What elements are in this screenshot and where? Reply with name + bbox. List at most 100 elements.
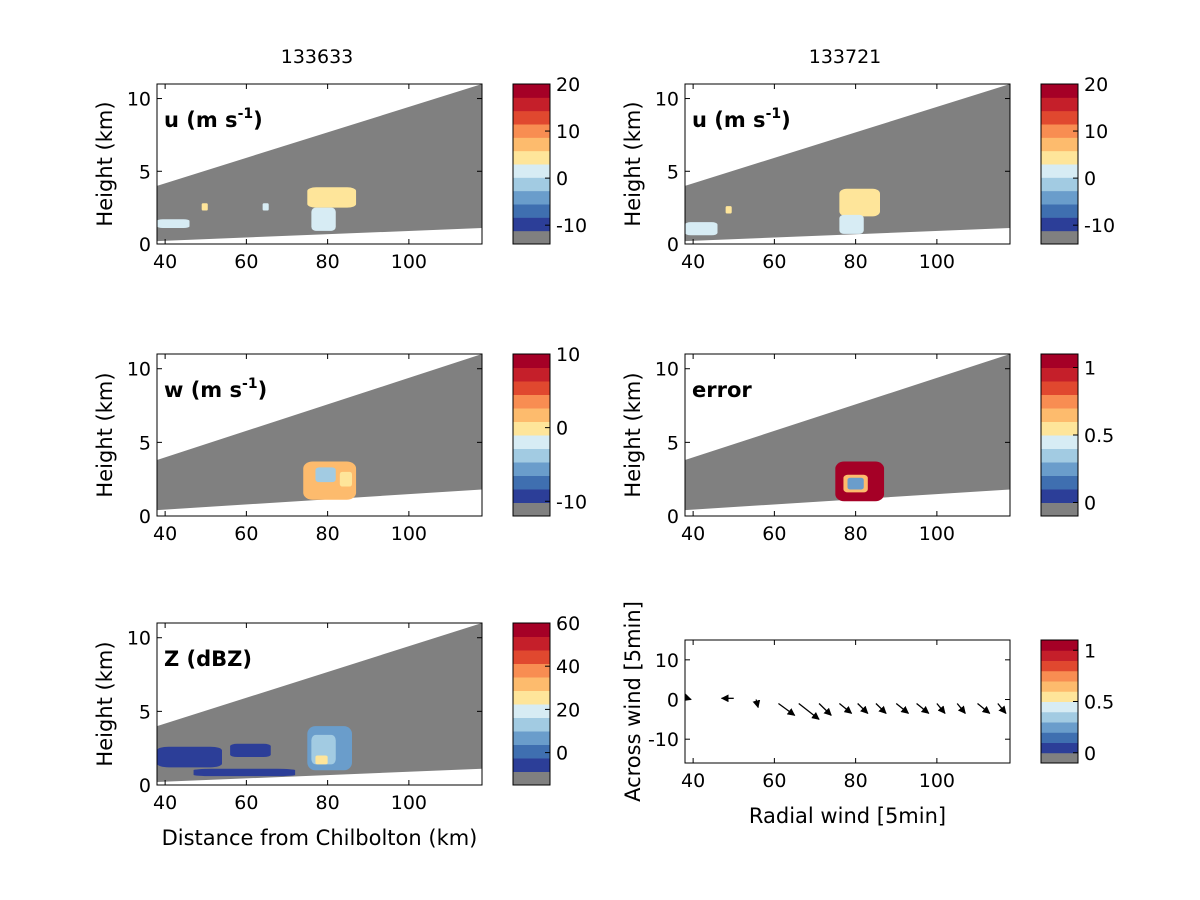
x-axis-label: Distance from Chilbolton (km): [162, 826, 478, 850]
wind-arrow-12: [936, 703, 946, 715]
colorbar-segment-12: [513, 623, 550, 637]
wind-arrow-14: [977, 702, 991, 714]
echo-region-3: [339, 471, 352, 487]
colorbar-segment-6: [1041, 435, 1078, 449]
colorbar-segment-8: [1041, 408, 1078, 422]
colorbar-segment-3: [1041, 732, 1078, 743]
colorbar-segment-9: [513, 124, 550, 138]
y-axis-label: Height (km): [93, 101, 117, 226]
scan-sector: [157, 623, 482, 783]
colorbar-segment-6: [1041, 164, 1078, 178]
x-tick-label: 40: [153, 251, 177, 273]
y-tick-label: 0: [667, 234, 679, 256]
colorbar-segment-10: [1041, 381, 1078, 395]
echo-region-5: [230, 743, 271, 758]
colorbar-segment-12: [1041, 354, 1078, 368]
colorbar-tick-label: 10: [556, 344, 580, 366]
axes-frame: [156, 353, 483, 517]
colorbar-segment-4: [513, 190, 550, 205]
colorbar-tick-label: 1: [1084, 640, 1096, 662]
colorbar: 10.50: [1040, 639, 1114, 765]
wind-arrow-4: [778, 702, 796, 716]
wind-arrow-10: [895, 702, 910, 714]
x-tick-label: 100: [391, 792, 427, 814]
y-tick-label: 10: [127, 359, 151, 381]
y-tick-label: 10: [655, 89, 679, 111]
colorbar-segment-6: [513, 704, 550, 718]
wind-arrow-8: [857, 703, 869, 714]
wind-arrow-9: [875, 703, 887, 714]
colorbar-segment-4: [513, 731, 550, 745]
colorbar-segment-10: [513, 110, 550, 125]
colorbar-tick-label: 10: [556, 121, 580, 143]
colorbar-segment-11: [513, 367, 550, 382]
panel-5: 40 60 80 100 0 5 10 Height (km) Distance from Ch…: [93, 613, 580, 850]
colorbar-segment-1: [513, 771, 550, 786]
x-tick-label: 60: [234, 523, 258, 545]
echo-region-4: [725, 206, 732, 214]
colorbar-segment-10: [513, 381, 550, 395]
colorbar-segment-9: [513, 394, 550, 409]
x-tick-label: 60: [234, 251, 258, 273]
colorbar-segment-11: [513, 636, 550, 651]
y-tick-label: 5: [139, 161, 151, 183]
colorbar-segment-6: [513, 164, 550, 178]
echo-region-3: [847, 477, 864, 490]
colorbar-segment-1: [1041, 752, 1078, 764]
plot-area: [157, 354, 482, 511]
colorbar-tick-label: 10: [1084, 121, 1108, 143]
colorbar-segment-9: [1041, 394, 1078, 409]
colorbar-segment-6: [1041, 701, 1078, 713]
axes-frame: [684, 353, 1011, 517]
colorbar-segment-2: [513, 217, 550, 232]
colorbar-segment-8: [513, 677, 550, 691]
colorbar-segment-3: [513, 744, 550, 759]
colorbar-tick-label: 40: [556, 656, 580, 678]
colorbar-segment-3: [1041, 204, 1078, 218]
colorbar-segment-10: [513, 650, 550, 664]
colorbar-segment-3: [1041, 475, 1078, 490]
wind-arrow-15: [997, 703, 1007, 715]
x-tick-label: 40: [153, 792, 177, 814]
colorbar-segment-7: [513, 690, 550, 705]
x-tick-label: 100: [919, 251, 955, 273]
y-tick-label: 10: [127, 89, 151, 111]
colorbar-segment-4: [513, 462, 550, 476]
colorbar-frame: [512, 83, 551, 245]
echo-region-1: [839, 188, 880, 217]
colorbar-tick-label: 0: [1084, 493, 1096, 515]
colorbar-segment-11: [513, 97, 550, 112]
colorbar-segment-5: [1041, 448, 1078, 463]
y-tick-label: 5: [139, 432, 151, 454]
y-tick-label: 0: [139, 234, 151, 256]
colorbar-tick-label: -10: [556, 215, 587, 237]
colorbar-segment-8: [513, 137, 550, 152]
colorbar-segment-10: [1041, 660, 1078, 672]
wind-arrow-7: [838, 702, 853, 714]
x-tick-label: 60: [762, 523, 786, 545]
y-axis-label: Across wind [5min]: [621, 601, 645, 802]
y-tick-label: 0: [667, 506, 679, 528]
colorbar-segment-2: [513, 489, 550, 503]
panel-label: w (m s-1): [164, 376, 267, 402]
wind-arrow-13: [956, 703, 966, 715]
echo-region-3: [315, 755, 328, 765]
colorbar-segment-12: [513, 354, 550, 368]
x-axis-label: Radial wind [5min]: [749, 804, 946, 828]
colorbar-tick-label: 0: [1084, 168, 1096, 190]
scan-sector: [685, 84, 1010, 242]
column-title-right: 133721: [809, 46, 882, 68]
panel-label: Z (dBZ): [164, 647, 252, 671]
colorbar-segment-4: [1041, 462, 1078, 476]
axes-frame: [156, 83, 483, 245]
echo-region-4: [157, 746, 222, 768]
panel-label: error: [692, 378, 752, 402]
colorbar-segment-8: [513, 408, 550, 422]
colorbar-frame: [1040, 83, 1079, 245]
echo-region-2: [839, 214, 864, 234]
wind-arrow-3: [752, 699, 761, 709]
echo-region-2: [315, 467, 336, 483]
